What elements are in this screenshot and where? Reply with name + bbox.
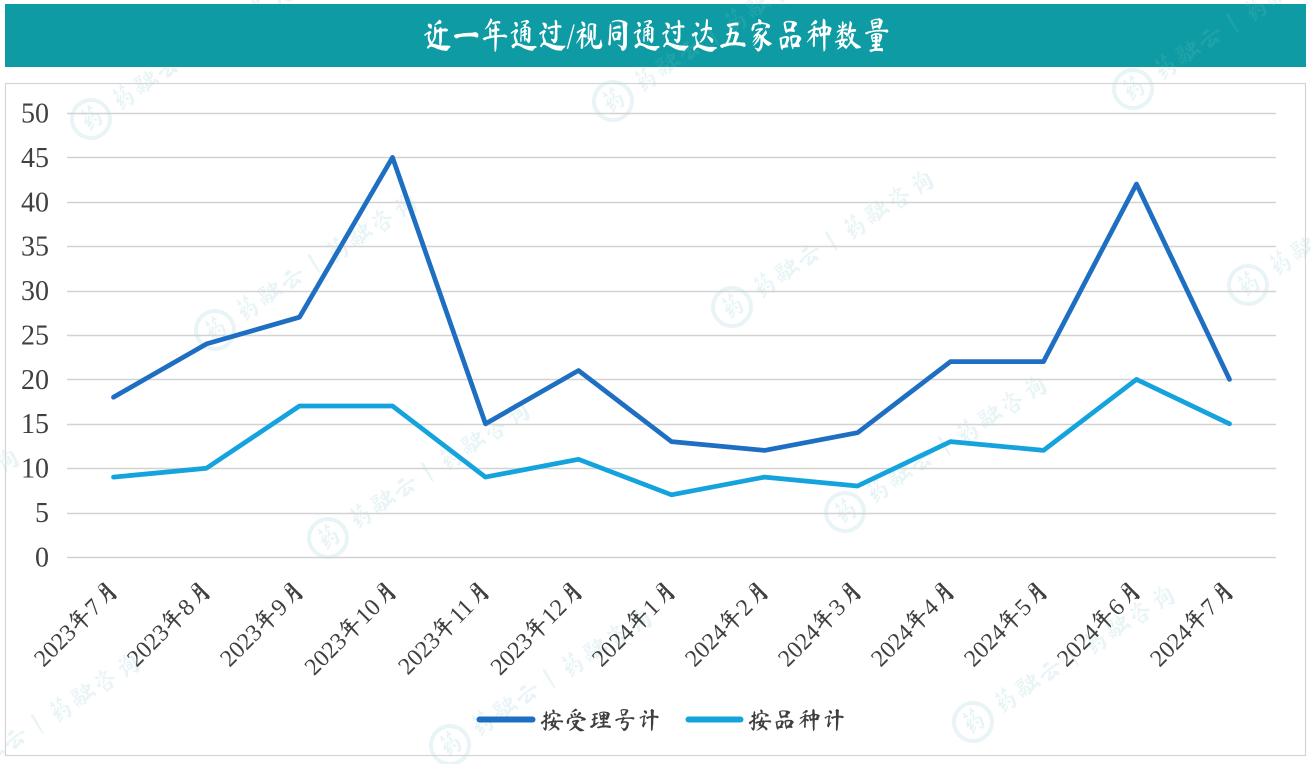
svg-text:药融云丨药融咨询: 药融云丨药融咨询 <box>1262 142 1311 283</box>
svg-text:2023年11月: 2023年11月 <box>394 577 497 680</box>
svg-text:近一年通过/视同通过达五家品种数量: 近一年通过/视同通过达五家品种数量 <box>423 16 891 56</box>
svg-text:10: 10 <box>21 454 49 485</box>
svg-text:2024年2月: 2024年2月 <box>680 577 775 672</box>
svg-text:25: 25 <box>21 321 49 352</box>
svg-text:药融云丨药融咨询: 药融云丨药融咨询 <box>342 395 537 536</box>
svg-text:30: 30 <box>21 276 49 307</box>
svg-text:药融云丨药融咨询: 药融云丨药融咨询 <box>229 187 424 328</box>
svg-text:15: 15 <box>21 409 49 440</box>
svg-text:2023年10月: 2023年10月 <box>300 577 403 680</box>
svg-text:2024年4月: 2024年4月 <box>866 577 961 672</box>
svg-text:2023年9月: 2023年9月 <box>215 577 310 672</box>
svg-text:20: 20 <box>21 365 49 396</box>
svg-text:药融云丨药融咨询: 药融云丨药融咨询 <box>0 647 147 764</box>
svg-text:45: 45 <box>21 143 49 174</box>
svg-text:40: 40 <box>21 188 49 219</box>
svg-text:按品种计: 按品种计 <box>748 709 846 735</box>
svg-text:药融云丨药融咨询: 药融云丨药融咨询 <box>859 369 1054 510</box>
svg-text:35: 35 <box>21 232 49 263</box>
svg-text:2023年7月: 2023年7月 <box>29 577 124 672</box>
svg-text:2024年3月: 2024年3月 <box>773 577 868 672</box>
svg-text:药融云丨药融咨询: 药融云丨药融咨询 <box>746 164 941 305</box>
svg-text:50: 50 <box>21 99 49 130</box>
svg-text:5: 5 <box>35 498 49 529</box>
svg-text:2024年1月: 2024年1月 <box>587 577 682 672</box>
svg-text:按受理号计: 按受理号计 <box>540 709 661 735</box>
svg-text:2024年5月: 2024年5月 <box>959 577 1054 672</box>
svg-text:2023年8月: 2023年8月 <box>122 577 217 672</box>
svg-text:0: 0 <box>35 543 49 574</box>
